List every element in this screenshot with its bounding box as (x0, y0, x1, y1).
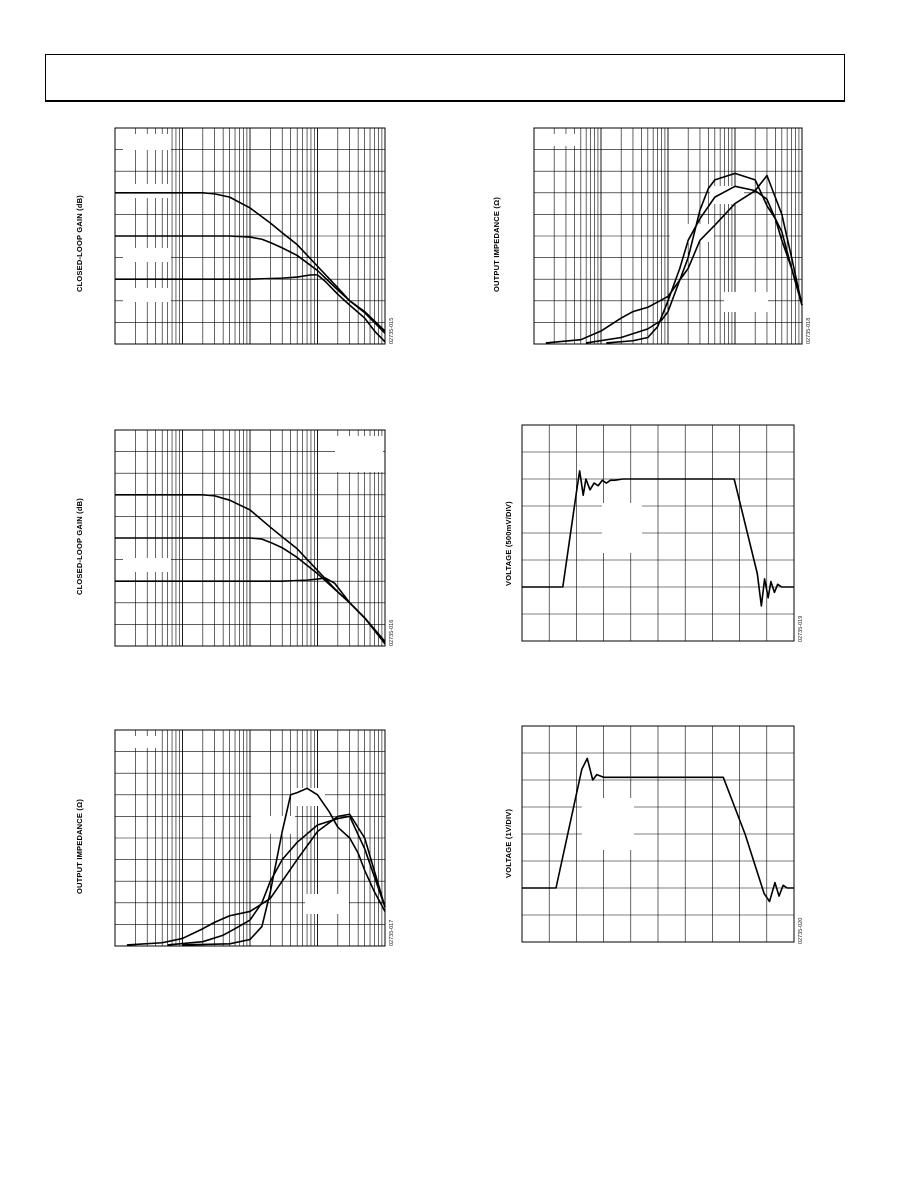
chart-fig17 (114, 729, 386, 947)
chart-fig19 (521, 424, 795, 642)
series-line-1 (126, 813, 386, 946)
series-line-3 (115, 577, 386, 645)
y-axis-label: VOLTAGE (1V/DIV) (504, 808, 513, 878)
figure-id: 02735-015 (389, 317, 395, 344)
chart-svg (521, 424, 795, 642)
series-line-3 (182, 787, 386, 946)
series-line-2 (115, 235, 386, 334)
series-line-3 (115, 274, 386, 343)
plot-border (521, 424, 795, 642)
label-area (335, 436, 383, 472)
figure-id: 02735-020 (798, 917, 804, 944)
series-line-1 (522, 757, 794, 903)
y-axis-label: VOLTAGE (500mV/DIV) (504, 501, 513, 586)
label-area (582, 798, 634, 850)
chart-fig15 (114, 127, 386, 345)
plot-border (521, 725, 795, 943)
label-area (123, 248, 171, 262)
label-area (123, 558, 171, 572)
label-area (305, 894, 349, 914)
y-axis-label: CLOSED-LOOP GAIN (dB) (75, 498, 84, 595)
label-area (123, 184, 171, 198)
label-area (602, 503, 642, 553)
chart-svg (521, 725, 795, 943)
figure-id: 02735-016 (389, 619, 395, 646)
label-area (123, 288, 171, 302)
series-line-3 (606, 185, 803, 344)
chart-fig20 (521, 725, 795, 943)
y-axis-label: OUTPUT IMPEDANCE (Ω) (75, 798, 84, 894)
label-area (123, 736, 159, 748)
chart-fig18 (533, 127, 803, 345)
page-header-box (45, 54, 845, 102)
chart-svg (114, 429, 386, 647)
plot-border (114, 729, 386, 947)
label-area (123, 134, 171, 150)
y-axis-label: CLOSED-LOOP GAIN (dB) (75, 195, 84, 292)
label-area (291, 788, 325, 806)
chart-fig16 (114, 429, 386, 647)
y-axis-label: OUTPUT IMPEDANCE (Ω) (492, 196, 501, 292)
chart-svg (114, 127, 386, 345)
figure-id: 02735-019 (798, 615, 804, 642)
chart-svg (114, 729, 386, 947)
series-line-1 (545, 174, 803, 344)
label-area (724, 292, 768, 312)
series-line-1 (522, 470, 794, 607)
label-area (542, 134, 578, 146)
label-area (710, 186, 744, 204)
figure-id: 02735-017 (389, 919, 395, 946)
chart-svg (533, 127, 803, 345)
label-area (251, 816, 295, 834)
series-line-2 (586, 172, 803, 344)
figure-id: 02735-018 (806, 317, 812, 344)
series-line-2 (167, 815, 386, 946)
plot-border (533, 127, 803, 345)
